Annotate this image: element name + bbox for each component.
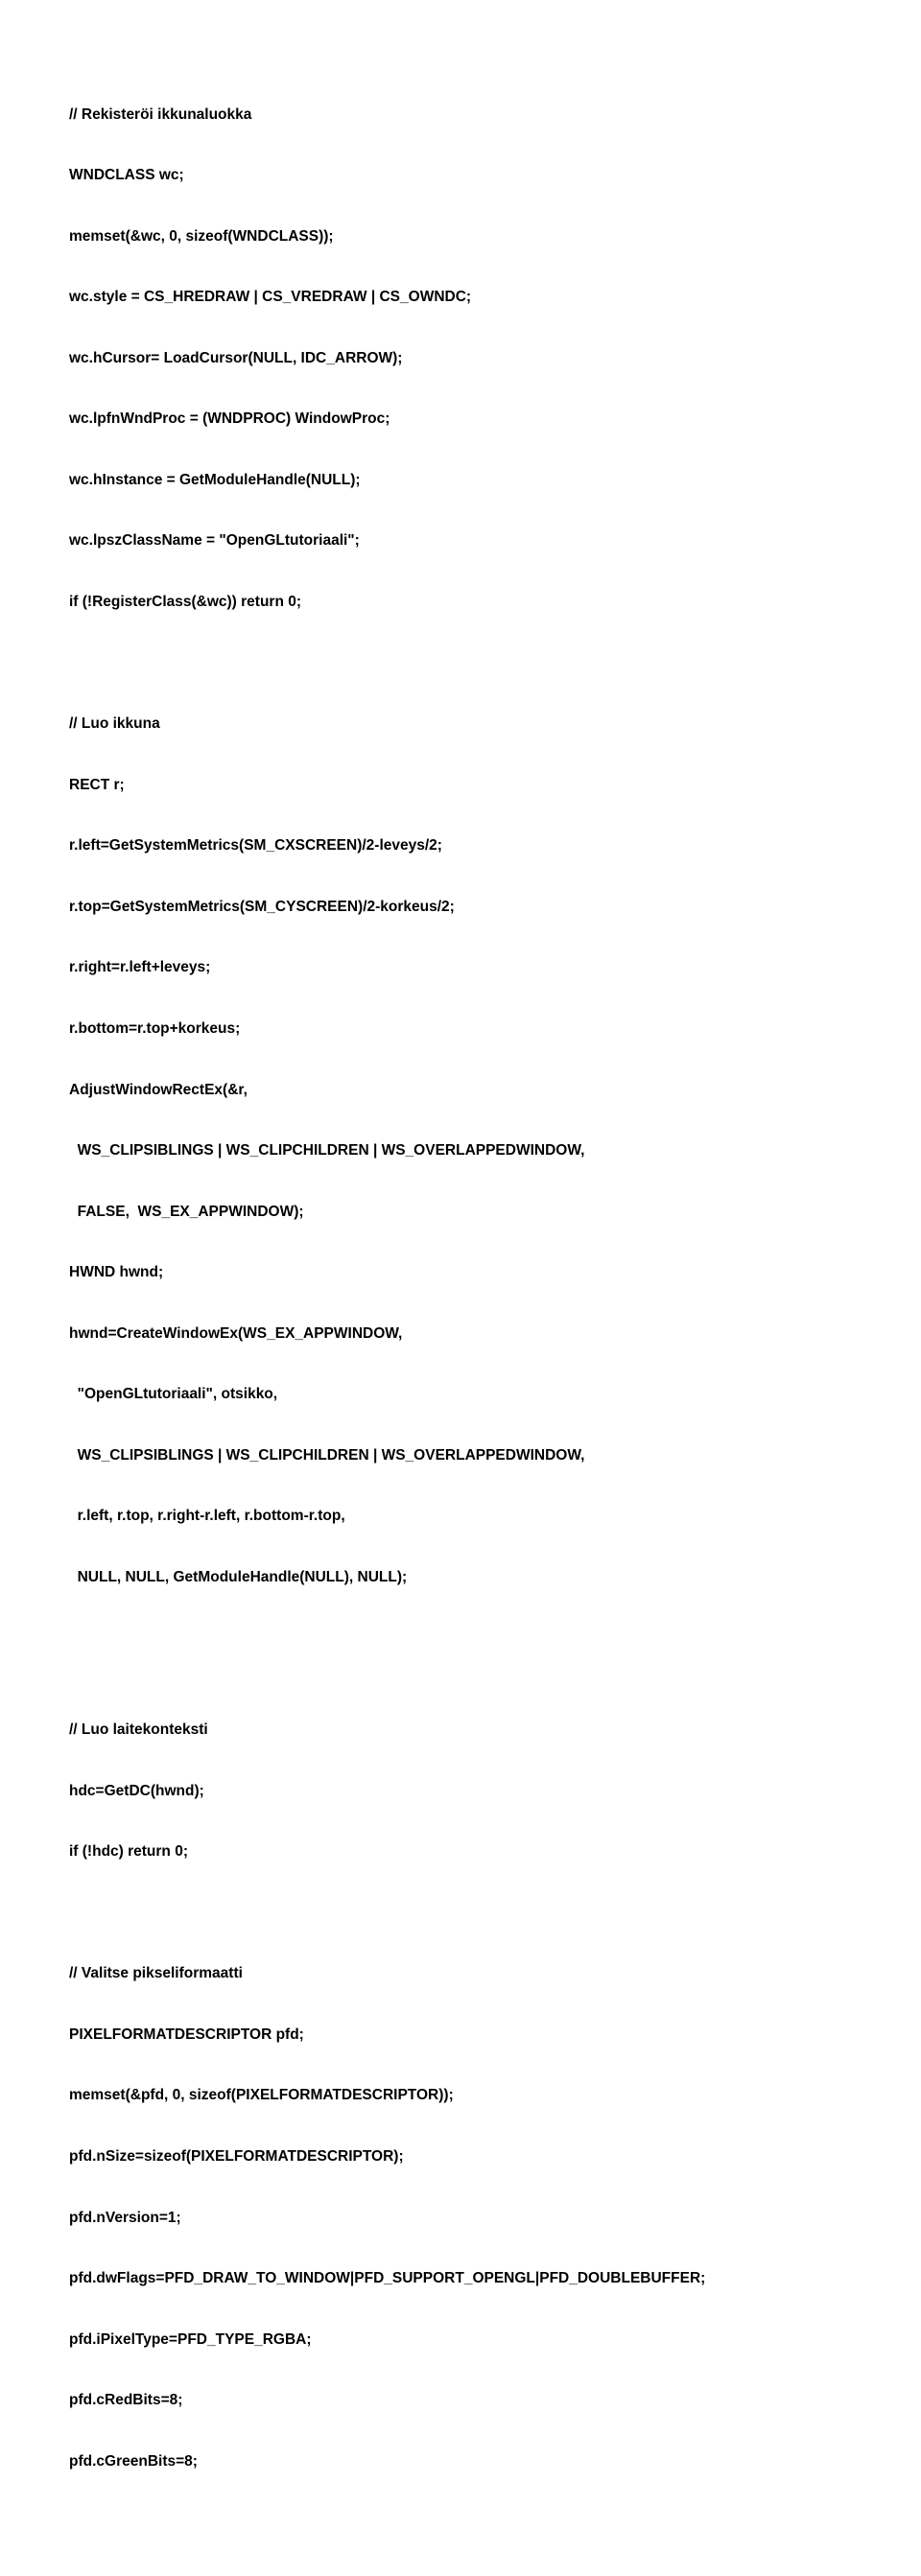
code-line: AdjustWindowRectEx(&r, (69, 1075, 852, 1106)
code-line: WNDCLASS wc; (69, 160, 852, 191)
code-line: pfd.iPixelType=PFD_TYPE_RGBA; (69, 2325, 852, 2355)
code-line: pfd.nSize=sizeof(PIXELFORMATDESCRIPTOR); (69, 2142, 852, 2172)
code-line: memset(&pfd, 0, sizeof(PIXELFORMATDESCRI… (69, 2080, 852, 2111)
code-line: wc.lpszClassName = "OpenGLtutoriaali"; (69, 526, 852, 556)
code-line: WS_CLIPSIBLINGS | WS_CLIPCHILDREN | WS_O… (69, 1440, 852, 1471)
code-line: r.right=r.left+leveys; (69, 952, 852, 983)
code-line: // Luo ikkuna (69, 709, 852, 739)
section-gap (69, 648, 852, 679)
code-line: // Rekisteröi ikkunaluokka (69, 100, 852, 130)
code-line: FALSE, WS_EX_APPWINDOW); (69, 1197, 852, 1228)
code-line: wc.style = CS_HREDRAW | CS_VREDRAW | CS_… (69, 282, 852, 313)
code-line: NULL, NULL, GetModuleHandle(NULL), NULL)… (69, 1562, 852, 1593)
section-gap (69, 1898, 852, 1929)
code-line: wc.hCursor= LoadCursor(NULL, IDC_ARROW); (69, 343, 852, 374)
code-line: r.top=GetSystemMetrics(SM_CYSCREEN)/2-ko… (69, 892, 852, 923)
code-line: hdc=GetDC(hwnd); (69, 1776, 852, 1807)
code-line: memset(&wc, 0, sizeof(WNDCLASS)); (69, 222, 852, 252)
code-line: wc.lpfnWndProc = (WNDPROC) WindowProc; (69, 404, 852, 434)
code-line: RECT r; (69, 770, 852, 801)
code-line: PIXELFORMATDESCRIPTOR pfd; (69, 2020, 852, 2050)
code-line: hwnd=CreateWindowEx(WS_EX_APPWINDOW, (69, 1319, 852, 1349)
code-line: if (!RegisterClass(&wc)) return 0; (69, 587, 852, 618)
code-line: pfd.dwFlags=PFD_DRAW_TO_WINDOW|PFD_SUPPO… (69, 2263, 852, 2294)
section-gap (69, 1653, 852, 1684)
code-line: // Luo laitekonteksti (69, 1715, 852, 1745)
code-block-register-window: // Rekisteröi ikkunaluokka WNDCLASS wc; … (69, 69, 852, 648)
code-line: wc.hInstance = GetModuleHandle(NULL); (69, 465, 852, 496)
code-line: r.left, r.top, r.right-r.left, r.bottom-… (69, 1501, 852, 1532)
code-line: pfd.cRedBits=8; (69, 2385, 852, 2416)
code-line: if (!hdc) return 0; (69, 1837, 852, 1867)
section-gap (69, 1623, 852, 1653)
code-block-pixel-format: // Valitse pikseliformaatti PIXELFORMATD… (69, 1929, 852, 2508)
code-block-device-context: // Luo laitekonteksti hdc=GetDC(hwnd); i… (69, 1684, 852, 1897)
code-line: HWND hwnd; (69, 1257, 852, 1288)
code-line: WS_CLIPSIBLINGS | WS_CLIPCHILDREN | WS_O… (69, 1136, 852, 1166)
code-line: "OpenGLtutoriaali", otsikko, (69, 1379, 852, 1410)
code-line: r.left=GetSystemMetrics(SM_CXSCREEN)/2-l… (69, 831, 852, 861)
code-line: pfd.nVersion=1; (69, 2203, 852, 2234)
code-line: pfd.cGreenBits=8; (69, 2447, 852, 2477)
code-line: r.bottom=r.top+korkeus; (69, 1014, 852, 1044)
code-block-create-window: // Luo ikkuna RECT r; r.left=GetSystemMe… (69, 679, 852, 1624)
code-line: // Valitse pikseliformaatti (69, 1958, 852, 1989)
